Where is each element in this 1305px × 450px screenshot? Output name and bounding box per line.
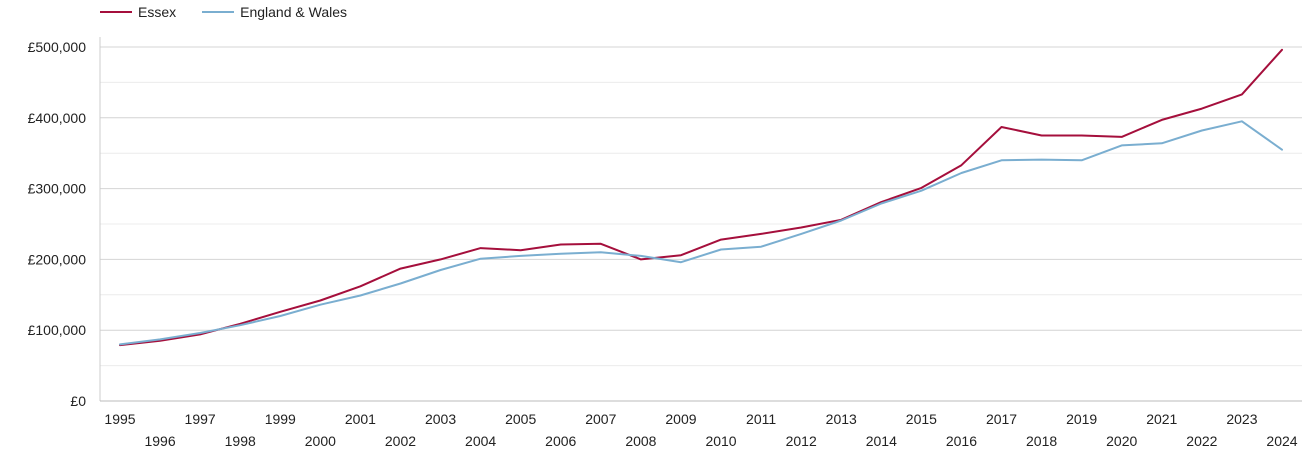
x-tick-label: 2021 (1146, 411, 1177, 427)
x-tick-label: 2014 (866, 433, 897, 449)
y-tick-label: £300,000 (28, 181, 87, 197)
x-tick-label: 1996 (144, 433, 175, 449)
x-tick-label: 2004 (465, 433, 496, 449)
x-tick-label: 2016 (946, 433, 977, 449)
x-tick-label: 2012 (786, 433, 817, 449)
x-tick-label: 2020 (1106, 433, 1137, 449)
x-tick-label: 1998 (225, 433, 256, 449)
x-tick-label: 2000 (305, 433, 336, 449)
x-tick-label: 2011 (746, 411, 776, 427)
legend-item-england-wales: England & Wales (202, 4, 347, 20)
y-tick-label: £0 (70, 393, 86, 409)
x-tick-label: 1997 (185, 411, 216, 427)
x-tick-label: 2006 (545, 433, 576, 449)
x-tick-label: 2002 (385, 433, 416, 449)
x-tick-label: 1995 (104, 411, 135, 427)
y-tick-label: £400,000 (28, 110, 87, 126)
y-tick-label: £100,000 (28, 322, 87, 338)
x-tick-label: 2005 (505, 411, 536, 427)
x-tick-label: 2023 (1226, 411, 1257, 427)
x-tick-label: 2008 (625, 433, 656, 449)
legend-swatch-essex (100, 11, 132, 13)
x-tick-label: 2007 (585, 411, 616, 427)
x-tick-label: 2024 (1266, 433, 1297, 449)
x-tick-label: 2017 (986, 411, 1017, 427)
x-tick-label: 2001 (345, 411, 376, 427)
series-line-england-wales (119, 120, 1283, 346)
series-line-essex (119, 48, 1283, 347)
x-tick-label: 2018 (1026, 433, 1057, 449)
x-tick-label: 2010 (705, 433, 736, 449)
chart-legend: Essex England & Wales (100, 4, 373, 20)
legend-label-essex: Essex (138, 4, 177, 20)
x-tick-label: 2015 (906, 411, 937, 427)
x-tick-label: 2003 (425, 411, 456, 427)
legend-swatch-england-wales (202, 11, 235, 13)
x-tick-label: 2019 (1066, 411, 1097, 427)
legend-label-england-wales: England & Wales (240, 4, 347, 20)
x-tick-label: 2022 (1186, 433, 1217, 449)
legend-item-essex: Essex (100, 4, 176, 20)
x-tick-label: 2013 (826, 411, 857, 427)
x-tick-label: 1999 (265, 411, 296, 427)
x-tick-label: 2009 (665, 411, 696, 427)
y-tick-label: £500,000 (28, 39, 87, 55)
y-tick-label: £200,000 (28, 251, 87, 267)
